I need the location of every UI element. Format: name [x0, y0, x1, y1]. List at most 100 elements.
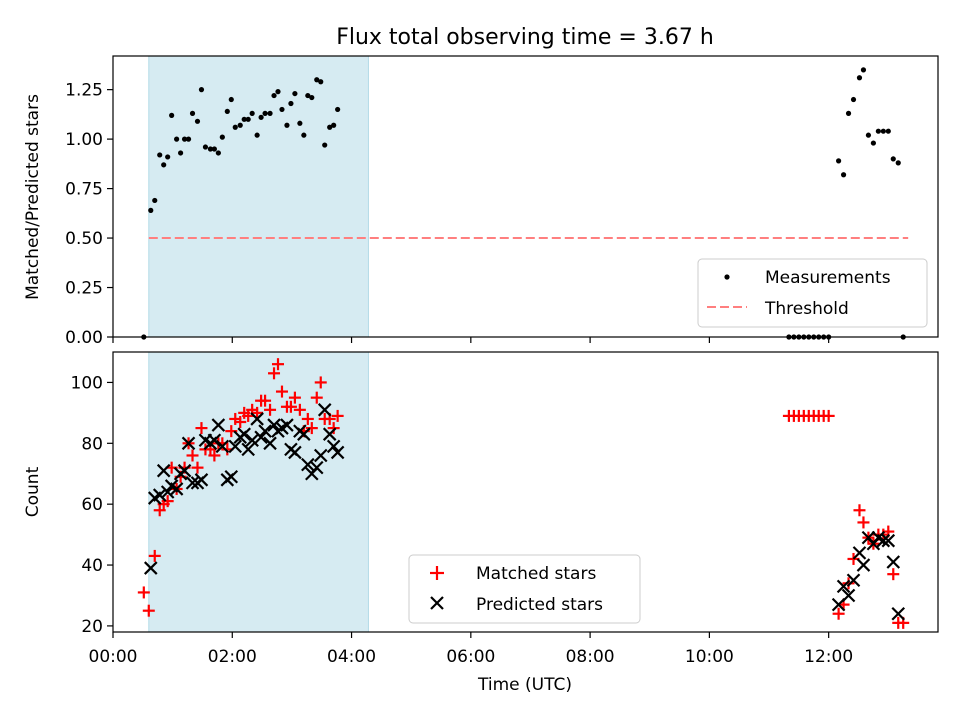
bottom-y-tick-label: 80 [81, 434, 103, 454]
chart-title: Flux total observing time = 3.67 h [336, 25, 714, 50]
predicted-stars-point [215, 439, 230, 454]
measurement-point [301, 132, 307, 138]
predicted-stars-point [258, 424, 272, 438]
measurement-point [215, 150, 221, 156]
matched-stars-point [272, 358, 284, 371]
measurement-point [194, 118, 201, 124]
legend-matched-label: Matched stars [476, 564, 596, 584]
matched-stars-point [310, 391, 323, 404]
legend-predicted-label: Predicted stars [476, 595, 603, 615]
matched-stars-point [842, 577, 855, 590]
top-y-ticks: 0.00 0.25 0.50 0.75 1.00 1.25 [65, 81, 113, 348]
bottom-x-ticks: 00:00 02:00 04:00 06:00 08:00 10:00 12:00 [89, 632, 853, 667]
measurement-point [335, 106, 341, 113]
matched-stars-point [251, 406, 264, 419]
predicted-stars-point [317, 403, 332, 417]
matched-stars-point [268, 367, 281, 380]
measurement-point [207, 146, 214, 152]
top-y-tick-label: 1.00 [65, 130, 103, 150]
matched-stars-point [259, 394, 272, 407]
predicted-stars-point [177, 463, 192, 478]
bottom-y-tick-label: 40 [81, 556, 103, 576]
measurement-point [165, 154, 171, 160]
measurement-point [161, 162, 167, 168]
matched-stars-point [301, 412, 314, 425]
predicted-stars-point [326, 439, 341, 454]
measurement-point [185, 136, 192, 142]
predicted-stars-point [267, 418, 281, 432]
matched-stars-point [234, 416, 247, 428]
measurement-point [279, 106, 285, 113]
measurement-point [314, 77, 320, 83]
matched-stars-point [331, 409, 344, 422]
predicted-stars-point [856, 558, 871, 572]
measurement-point [836, 158, 842, 164]
matched-stars-point [142, 604, 155, 617]
measurement-point [870, 140, 876, 146]
measurement-point [895, 160, 901, 166]
matched-stars-point [137, 586, 150, 599]
matched-stars-point [242, 409, 255, 422]
predicted-stars-point [156, 463, 171, 478]
measurement-point [865, 132, 872, 138]
matched-stars-point [857, 516, 870, 529]
predicted-stars-point [846, 573, 861, 588]
measurement-point [275, 89, 281, 95]
matched-stars-point [847, 552, 860, 565]
predicted-stars-point [143, 561, 158, 575]
predicted-stars-point [881, 533, 896, 548]
measurement-point [331, 122, 337, 128]
predicted-stars-point [245, 433, 259, 448]
matched-stars-point [288, 391, 301, 404]
measurement-point [224, 108, 230, 115]
measurement-point [327, 124, 333, 130]
measurement-point [885, 128, 891, 134]
bottom-y-tick-label: 20 [81, 617, 103, 637]
measurement-point [288, 100, 294, 107]
predicted-stars-point [181, 436, 196, 451]
measurement-point [202, 144, 209, 150]
matched-stars-point [293, 403, 306, 416]
x-tick-label: 02:00 [208, 647, 257, 667]
predicted-stars-point [876, 533, 891, 548]
matched-stars-point [887, 568, 900, 581]
predicted-stars-point [263, 436, 277, 451]
predicted-stars-point [313, 448, 328, 463]
matched-stars-point [822, 409, 835, 422]
matched-stars-point [275, 385, 288, 398]
measurement-point [850, 96, 857, 103]
predicted-stars-point [207, 433, 222, 448]
measurement-point [174, 136, 180, 142]
top-y-tick-label: 0.50 [65, 229, 103, 249]
predicted-stars-point [280, 418, 294, 432]
bottom-y-tick-label: 60 [81, 495, 103, 515]
measurement-point [292, 90, 298, 97]
bottom-axes-frame [112, 351, 939, 633]
bottom-marks [137, 358, 910, 629]
measurement-point [860, 67, 867, 73]
predicted-stars-point [297, 427, 311, 441]
predicted-stars-point [886, 555, 901, 569]
matched-stars-point [327, 422, 340, 435]
top-y-tick-label: 0.00 [65, 328, 103, 348]
predicted-stars-point [836, 579, 851, 594]
matched-stars-point [161, 495, 174, 508]
predicted-stars-point [228, 439, 243, 454]
predicted-stars-point [185, 476, 200, 490]
measurement-point [262, 110, 268, 116]
measurement-point [258, 114, 264, 120]
measurement-point [254, 132, 260, 138]
matched-stars-point [832, 607, 845, 620]
measurement-point [189, 110, 196, 116]
matched-stars-point [195, 422, 208, 435]
measurement-point [309, 94, 315, 101]
top-y-tick-label: 1.25 [65, 81, 103, 101]
predicted-stars-point [254, 430, 268, 444]
top-shaded-interval [148, 55, 369, 338]
measurement-point [241, 116, 247, 122]
measurement-point [318, 79, 324, 85]
x-tick-label: 08:00 [566, 647, 615, 667]
measurement-point [875, 128, 881, 134]
predicted-stars-point [250, 412, 264, 426]
